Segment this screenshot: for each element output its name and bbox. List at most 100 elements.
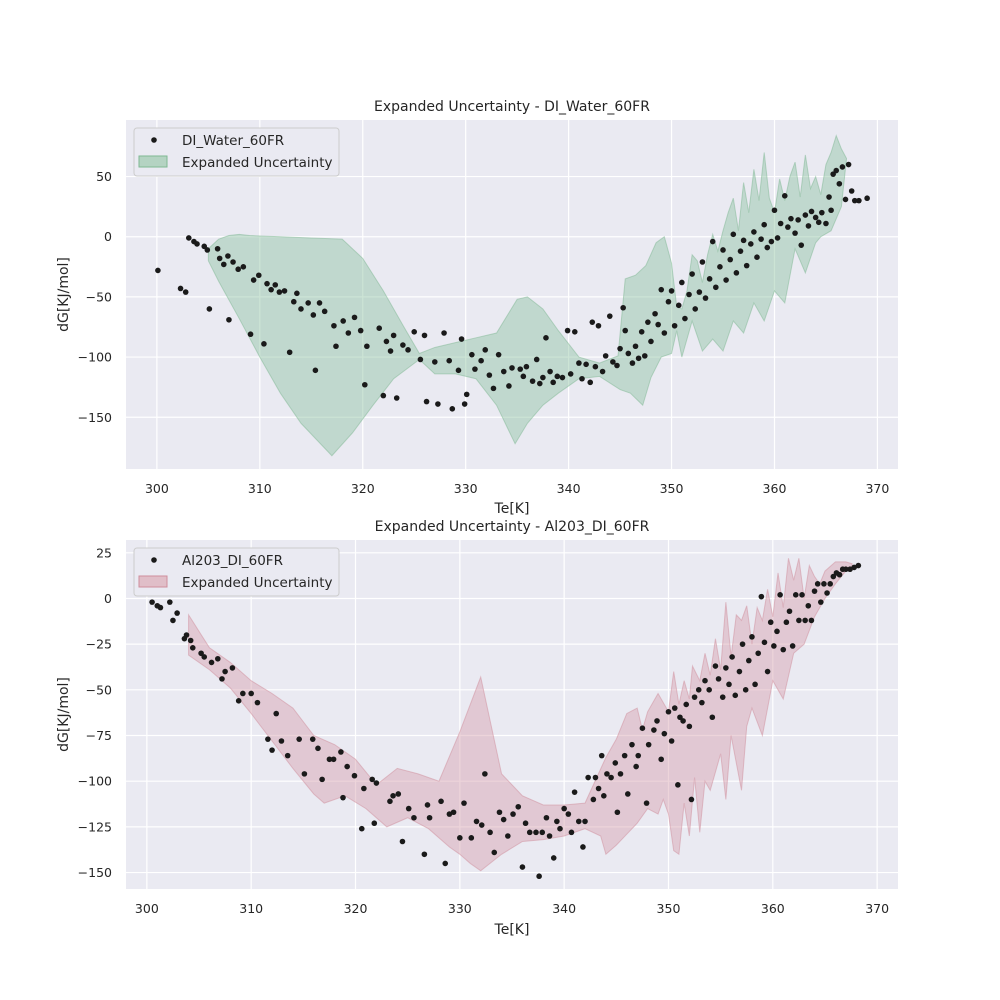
- data-point: [686, 723, 693, 730]
- data-point: [567, 371, 574, 377]
- data-point: [798, 242, 805, 248]
- data-point: [155, 267, 161, 274]
- data-point: [780, 646, 787, 653]
- y-tick-label: 50: [96, 169, 112, 184]
- data-point: [235, 697, 242, 704]
- data-point: [487, 829, 493, 836]
- grid: [126, 540, 898, 889]
- data-point: [411, 329, 418, 335]
- data-point: [761, 221, 767, 228]
- data-point: [187, 637, 194, 644]
- data-point: [219, 676, 225, 682]
- data-point: [635, 355, 642, 362]
- data-point: [824, 590, 830, 596]
- data-point: [639, 725, 646, 732]
- data-point: [592, 363, 599, 370]
- data-point: [592, 774, 599, 781]
- data-point: [446, 811, 453, 817]
- data-point: [665, 708, 672, 715]
- data-point: [764, 668, 771, 675]
- data-point: [617, 771, 624, 777]
- data-point: [333, 343, 339, 350]
- data-point: [595, 785, 602, 792]
- data-point: [606, 313, 613, 319]
- data-point: [808, 208, 815, 215]
- data-point: [225, 253, 231, 259]
- data-point: [473, 818, 480, 825]
- data-point: [758, 593, 765, 600]
- data-point: [833, 167, 840, 174]
- data-point: [802, 617, 808, 624]
- data-point: [371, 820, 378, 827]
- data-point: [543, 814, 550, 821]
- data-point: [281, 288, 288, 294]
- data-point: [206, 306, 213, 312]
- data-point: [316, 300, 323, 306]
- y-tick-label: −150: [78, 865, 112, 880]
- data-point: [214, 245, 221, 252]
- data-point: [286, 349, 293, 356]
- data-point: [643, 800, 650, 806]
- data-point: [823, 220, 829, 227]
- data-point: [632, 343, 639, 350]
- data-point: [519, 864, 526, 870]
- data-point: [296, 736, 302, 742]
- data-point: [326, 756, 333, 763]
- data-point: [737, 248, 744, 254]
- data-point: [842, 196, 849, 203]
- y-tick-label: −125: [78, 819, 112, 834]
- data-point: [240, 264, 247, 270]
- data-point: [301, 771, 308, 777]
- chart-al2o3: 300 310 320 330 340 350 360 370 −150 −125 −100 −75…: [56, 519, 898, 938]
- data-point: [491, 849, 498, 856]
- data-point: [733, 270, 740, 276]
- data-point: [621, 752, 628, 759]
- data-point: [818, 599, 824, 605]
- data-point: [174, 610, 180, 616]
- data-point: [713, 284, 719, 291]
- data-point: [748, 241, 754, 247]
- data-point: [461, 800, 467, 806]
- data-point: [533, 356, 540, 363]
- x-tick-label: 350: [660, 481, 684, 496]
- legend-label-band: Expanded Uncertainty: [182, 575, 333, 591]
- data-point: [478, 822, 485, 828]
- data-point: [268, 286, 274, 293]
- data-point: [399, 838, 406, 845]
- data-point: [441, 330, 447, 336]
- data-point: [645, 319, 651, 325]
- data-point: [387, 348, 394, 354]
- data-point: [533, 829, 539, 836]
- data-point: [723, 277, 729, 283]
- expanded-uncertainty-area: [207, 134, 848, 457]
- data-point: [554, 818, 560, 825]
- data-point: [543, 335, 549, 341]
- data-point: [383, 338, 390, 345]
- data-point: [290, 298, 297, 305]
- x-tick-label: 360: [761, 901, 785, 916]
- y-tick-label: −75: [86, 728, 112, 743]
- data-point: [629, 741, 635, 748]
- data-point: [598, 752, 605, 759]
- data-point: [580, 844, 586, 850]
- data-point: [781, 193, 788, 199]
- data-point: [702, 677, 708, 684]
- chart-di-water: 300 310 320 330 340 350 360 370 −150−100−50050 …: [56, 99, 898, 517]
- data-point: [729, 654, 735, 660]
- data-point: [771, 207, 778, 214]
- data-point: [608, 774, 614, 781]
- data-point: [357, 327, 364, 334]
- data-point: [602, 353, 609, 359]
- data-point: [338, 749, 344, 755]
- data-point: [278, 738, 285, 744]
- data-point: [575, 818, 582, 825]
- data-point: [788, 215, 794, 222]
- data-point: [683, 701, 690, 708]
- data-point: [706, 687, 712, 693]
- chart-title: Expanded Uncertainty - DI_Water_60FR: [374, 99, 650, 115]
- data-point: [550, 379, 556, 386]
- data-point: [730, 231, 737, 238]
- data-point: [208, 659, 215, 666]
- data-point: [774, 235, 781, 241]
- data-point: [183, 632, 190, 638]
